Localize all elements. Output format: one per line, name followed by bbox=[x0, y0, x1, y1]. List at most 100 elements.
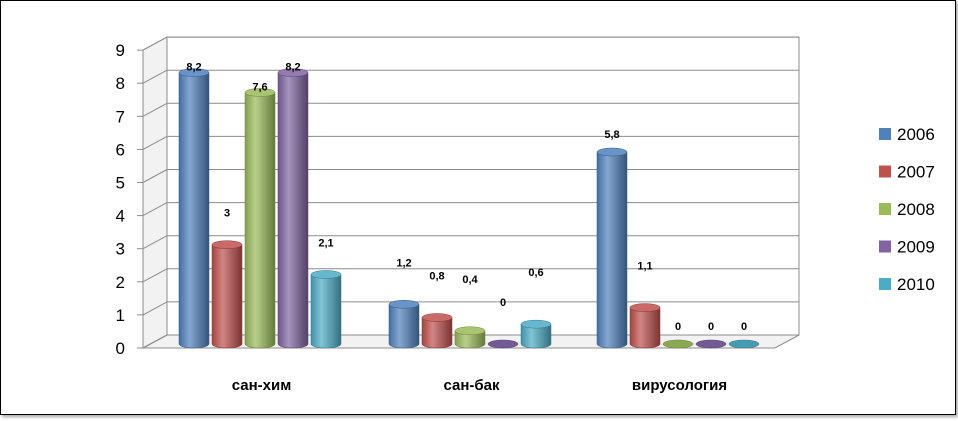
bar-top bbox=[244, 88, 276, 97]
legend-swatch bbox=[879, 203, 891, 215]
bar-body bbox=[244, 92, 276, 349]
data-label: 0,6 bbox=[528, 267, 543, 279]
legend-item-2007: 2007 bbox=[879, 163, 935, 182]
gridline-side bbox=[142, 36, 168, 51]
legend-swatch bbox=[879, 165, 891, 178]
side-wall bbox=[142, 36, 168, 349]
gridline-side bbox=[142, 334, 168, 349]
gridline-side bbox=[142, 268, 168, 283]
legend-swatch bbox=[879, 278, 891, 290]
bars bbox=[178, 68, 760, 349]
legend-swatch bbox=[879, 240, 891, 253]
category-labels: сан-хим сан-бак вирусология bbox=[232, 377, 727, 394]
gridline-side bbox=[142, 102, 168, 117]
data-label: 0 bbox=[708, 321, 714, 333]
y-tick-label: 7 bbox=[116, 107, 125, 126]
bar-2008-2 bbox=[662, 339, 694, 349]
bar-top bbox=[277, 68, 309, 77]
y-axis-ticks: 0 1 2 3 4 5 6 7 8 9 bbox=[116, 41, 144, 358]
bar-2009-2 bbox=[695, 339, 727, 349]
data-label: 8,2 bbox=[186, 62, 201, 74]
bar-2007-0 bbox=[211, 240, 243, 349]
category-label: вирусология bbox=[632, 377, 727, 394]
bar-2010-2 bbox=[728, 339, 760, 349]
legend-swatch bbox=[879, 128, 891, 140]
data-label: 1,2 bbox=[396, 257, 411, 269]
bar-top bbox=[178, 68, 210, 77]
bar-zero bbox=[487, 339, 519, 349]
legend-label: 2006 bbox=[897, 125, 935, 144]
data-label: 5,8 bbox=[604, 129, 619, 141]
data-label: 1,1 bbox=[637, 261, 652, 273]
bar-zero bbox=[695, 339, 727, 349]
bar-2010-1 bbox=[520, 319, 552, 349]
bar-2006-0 bbox=[178, 68, 210, 349]
bar-body bbox=[421, 317, 453, 349]
bar-zero bbox=[662, 339, 694, 349]
y-tick-label: 0 bbox=[116, 339, 125, 358]
data-label: 7,6 bbox=[252, 81, 267, 93]
legend-item-2010: 2010 bbox=[879, 275, 935, 294]
bar-body bbox=[310, 274, 342, 349]
bar-zero bbox=[728, 339, 760, 349]
bar-2009-1 bbox=[487, 339, 519, 349]
y-tick-label: 1 bbox=[116, 306, 125, 325]
data-label: 0 bbox=[741, 321, 747, 333]
bar-2007-2 bbox=[629, 303, 661, 349]
bar-top bbox=[211, 240, 243, 249]
bar-top bbox=[310, 270, 342, 279]
bar-top bbox=[388, 300, 420, 309]
y-tick-label: 5 bbox=[116, 174, 125, 193]
gridline-side bbox=[142, 202, 168, 217]
gridline-side bbox=[142, 69, 168, 84]
legend-label: 2008 bbox=[897, 200, 935, 219]
bar-body bbox=[277, 72, 309, 349]
bar-2007-1 bbox=[421, 313, 453, 349]
bar-top bbox=[520, 319, 552, 329]
bar-body bbox=[596, 151, 628, 349]
bar-2010-0 bbox=[310, 270, 342, 349]
bar-2006-2 bbox=[596, 147, 628, 349]
gridline-side bbox=[142, 169, 168, 183]
legend: 2006 2007 2008 2009 2010 bbox=[879, 125, 935, 294]
bar-2008-0 bbox=[244, 88, 276, 349]
y-tick-label: 2 bbox=[116, 273, 125, 292]
bar-body bbox=[629, 307, 661, 349]
bar-top bbox=[629, 303, 661, 312]
bar-2008-1 bbox=[454, 326, 486, 349]
data-label: 0,4 bbox=[462, 274, 478, 286]
data-label: 0 bbox=[500, 297, 506, 309]
data-label: 3 bbox=[224, 208, 230, 220]
bar-2006-1 bbox=[388, 300, 420, 349]
bar-top bbox=[454, 326, 486, 336]
bar-top bbox=[596, 147, 628, 157]
y-tick-label: 6 bbox=[116, 140, 125, 159]
bar-body bbox=[211, 244, 243, 349]
data-label: 8,2 bbox=[285, 62, 300, 74]
data-label: 0 bbox=[675, 321, 681, 333]
gridline-side bbox=[142, 135, 168, 150]
bar-2009-0 bbox=[277, 68, 309, 349]
bar-body bbox=[454, 330, 486, 349]
y-tick-label: 3 bbox=[116, 240, 125, 259]
data-labels: 8,2 3 7,6 8,2 2,1 1,2 0,8 0,4 0 0,6 5,8 1,1 0 0 0 bbox=[186, 62, 747, 333]
bar-top bbox=[421, 313, 453, 322]
category-label: сан-бак bbox=[443, 377, 500, 394]
data-label: 0,8 bbox=[429, 271, 444, 283]
y-tick-label: 4 bbox=[116, 207, 125, 226]
y-tick-label: 9 bbox=[116, 41, 125, 60]
bar-body bbox=[520, 323, 552, 349]
category-label: сан-хим bbox=[232, 377, 292, 394]
legend-item-2008: 2008 bbox=[879, 200, 935, 219]
bar-body bbox=[388, 304, 420, 349]
legend-label: 2010 bbox=[897, 275, 935, 294]
data-label: 2,1 bbox=[318, 237, 333, 249]
gridline-side bbox=[142, 235, 168, 250]
legend-label: 2009 bbox=[897, 238, 935, 257]
bar-body bbox=[178, 72, 210, 349]
legend-item-2006: 2006 bbox=[879, 125, 935, 144]
legend-item-2009: 2009 bbox=[879, 238, 935, 257]
gridline-side bbox=[142, 301, 168, 316]
